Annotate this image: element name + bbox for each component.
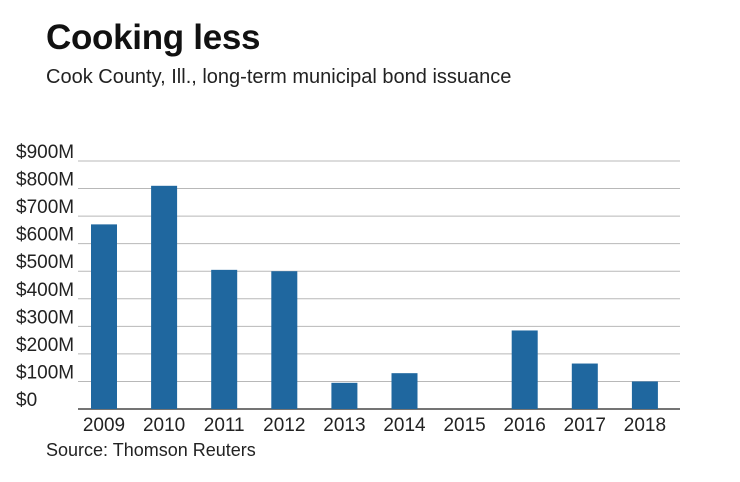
bar-2012 (271, 271, 298, 409)
y-tick-label: $700M (16, 197, 74, 218)
y-tick-label: $500M (16, 252, 74, 273)
x-tick-label: 2010 (143, 415, 185, 436)
x-tick-label: 2016 (504, 415, 546, 436)
x-tick-label: 2013 (323, 415, 365, 436)
x-tick-label: 2017 (564, 415, 606, 436)
bar-2016 (511, 330, 538, 409)
y-axis-tick-labels: $0 $100M $200M $300M $400M $500M $600M $700M $80… (16, 142, 74, 411)
y-tick-label: $900M (16, 142, 74, 163)
bar-2010 (151, 185, 178, 409)
x-tick-label: 2011 (204, 415, 245, 436)
bar-2009 (91, 224, 117, 409)
bars (91, 185, 658, 409)
source-note: Source: Thomson Reuters (46, 440, 256, 460)
x-tick-label: 2014 (383, 415, 426, 436)
x-tick-label: 2015 (443, 415, 485, 436)
y-tick-label: $200M (16, 335, 74, 356)
y-tick-label: $400M (16, 280, 74, 301)
chart-title: Cooking less (46, 18, 261, 57)
x-tick-label: 2018 (624, 415, 666, 436)
bar-2013 (331, 382, 358, 409)
bar-2014 (391, 373, 418, 409)
bar-2017 (571, 363, 598, 409)
y-tick-label: $800M (16, 170, 74, 191)
x-axis-tick-labels: 2009 2010 2011 2012 2013 2014 2015 2016 2017 2018 (83, 415, 666, 436)
x-tick-label: 2012 (263, 415, 305, 436)
x-tick-label: 2009 (83, 415, 125, 436)
bar-2011 (211, 269, 238, 409)
chart-subtitle: Cook County, Ill., long-term municipal b… (46, 66, 512, 88)
bar-2018 (631, 381, 658, 409)
y-tick-label: $0 (16, 390, 37, 411)
y-tick-label: $100M (16, 362, 74, 383)
y-tick-label: $600M (16, 225, 74, 246)
y-tick-label: $300M (16, 307, 74, 328)
